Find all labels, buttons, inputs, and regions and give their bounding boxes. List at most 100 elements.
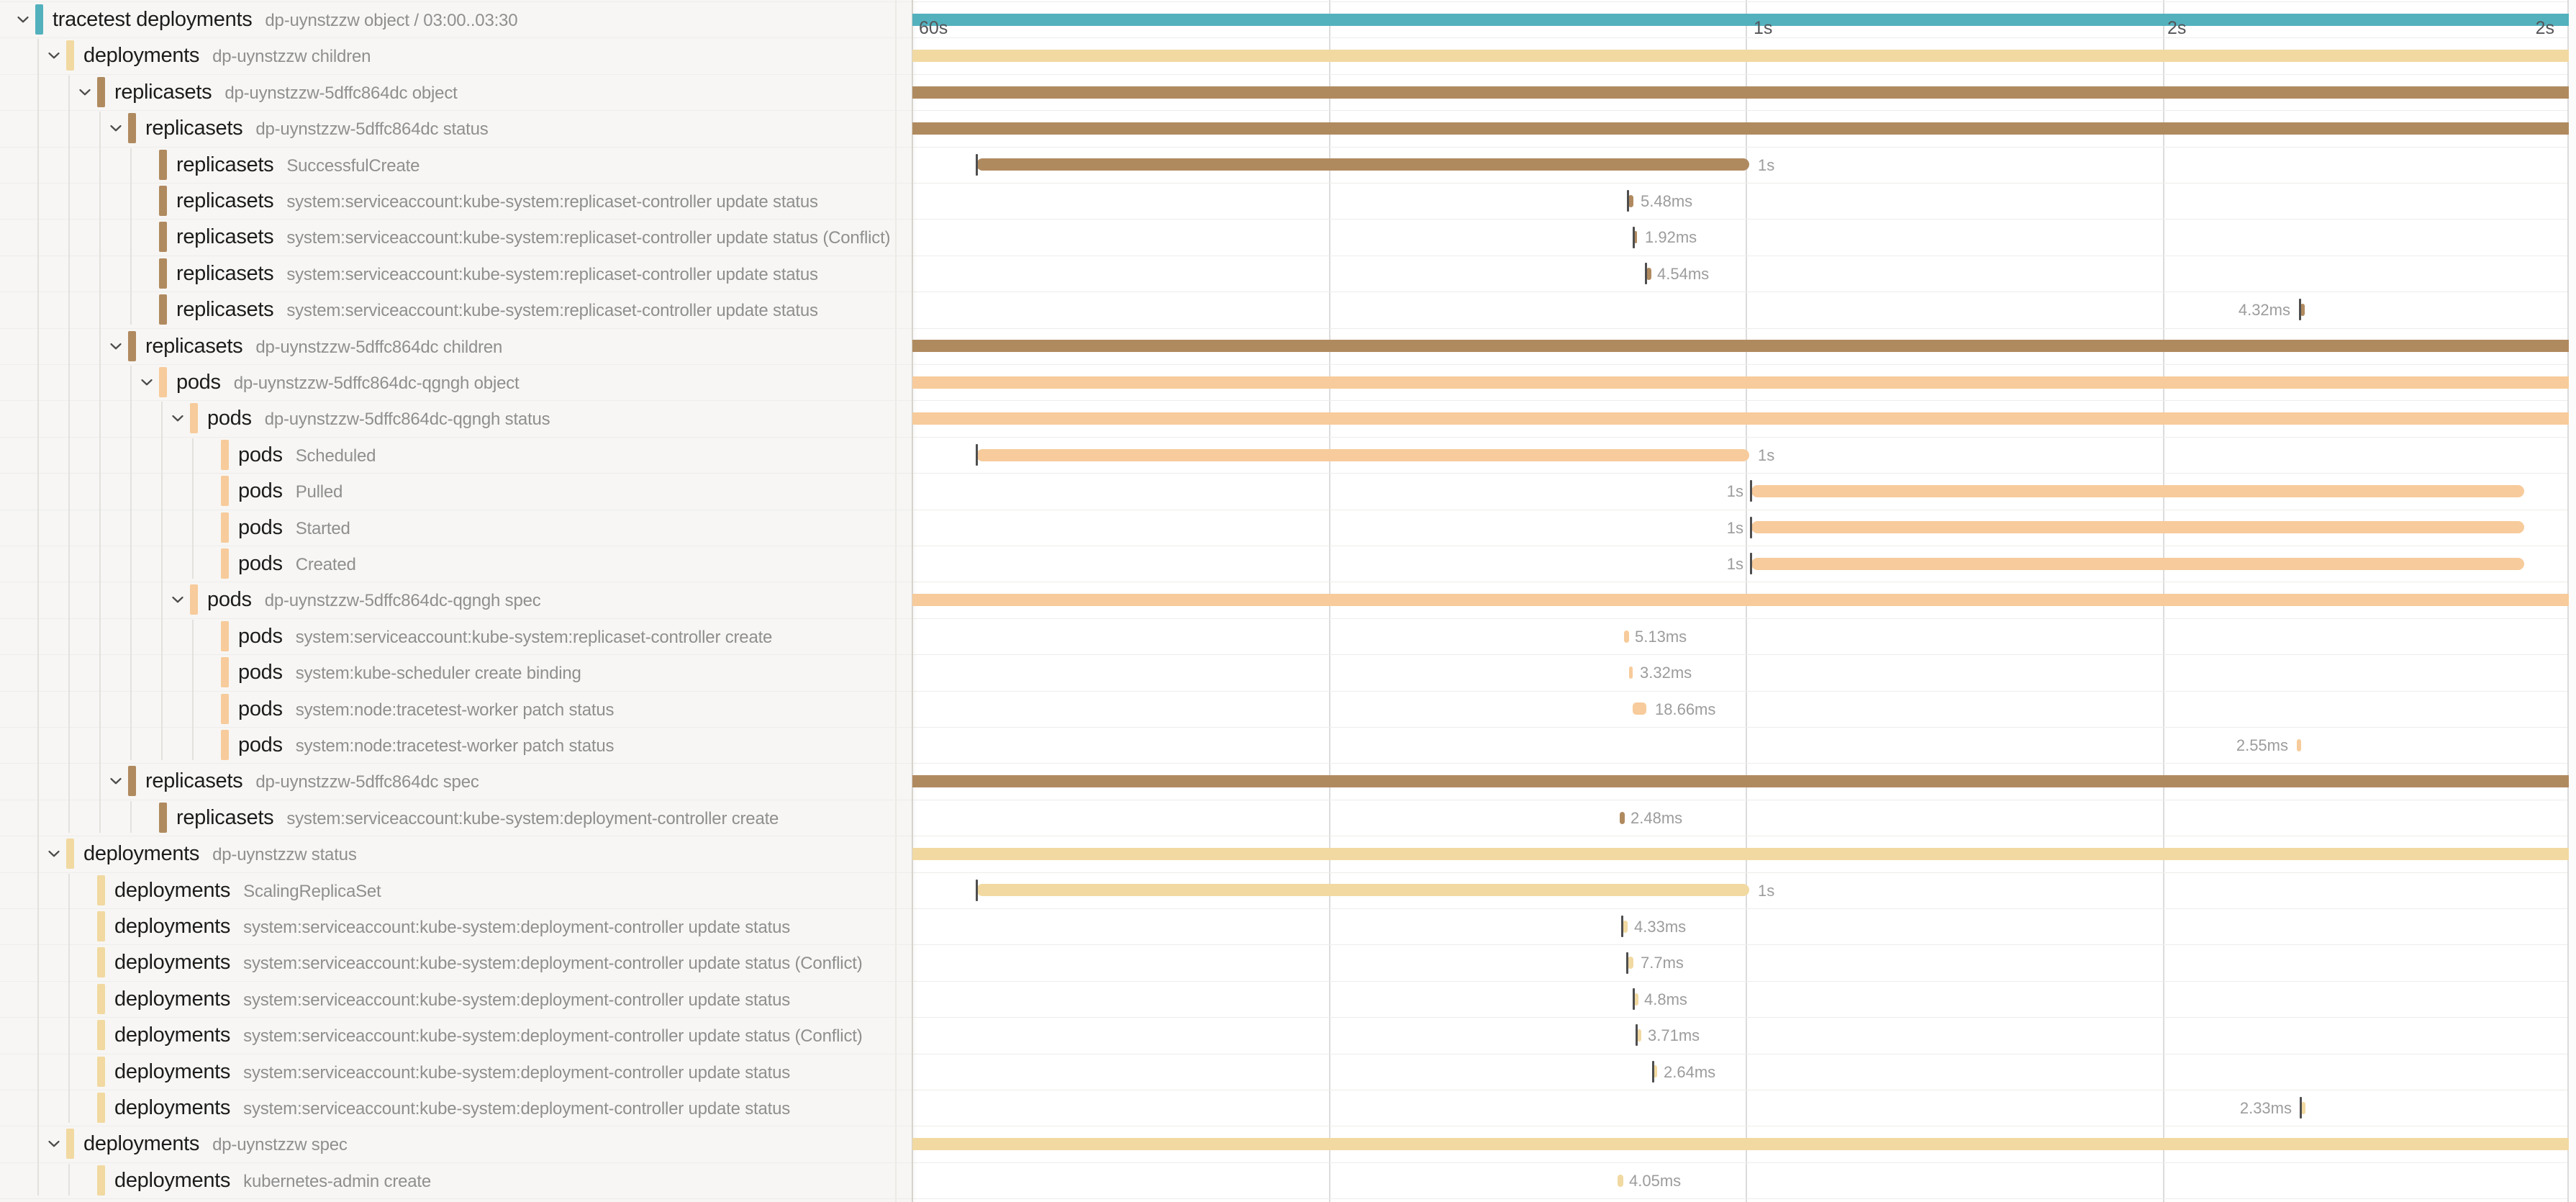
chevron-down-icon[interactable]	[106, 119, 125, 137]
span-color-chip	[221, 439, 229, 470]
span-row-label[interactable]: replicasets system:serviceaccount:kube-sy…	[176, 292, 818, 328]
span-bar[interactable]	[1628, 194, 1633, 207]
chevron-down-icon[interactable]	[106, 772, 125, 790]
span-color-chip	[97, 947, 105, 978]
span-row-label[interactable]: deployments system:serviceaccount:kube-sy…	[114, 908, 790, 945]
span-start-tick	[1633, 226, 1635, 248]
span-bar[interactable]	[912, 340, 2569, 353]
span-row-label[interactable]: deployments system:serviceaccount:kube-sy…	[114, 1017, 863, 1054]
span-bar[interactable]	[1623, 920, 1628, 933]
span-row-label[interactable]: replicasets dp-uynstzzw-5dffc864dc object	[114, 74, 458, 111]
span-duration-label: 1s	[1726, 518, 1743, 537]
span-bar[interactable]	[1654, 1065, 1657, 1078]
span-bar[interactable]	[976, 448, 1749, 461]
chevron-down-icon[interactable]	[137, 373, 156, 392]
chevron-down-icon[interactable]	[168, 590, 187, 609]
span-row-label[interactable]: replicasets dp-uynstzzw-5dffc864dc spec	[145, 763, 479, 800]
span-row-label[interactable]: pods system:kube-scheduler create binding	[238, 654, 581, 691]
span-row-label[interactable]: pods dp-uynstzzw-5dffc864dc-qgngh spec	[207, 582, 541, 618]
span-row-label[interactable]: tracetest deployments dp-uynstzzw object …	[53, 1, 518, 38]
span-subtitle: system:node:tracetest-worker patch statu…	[295, 700, 614, 720]
span-bar[interactable]	[912, 594, 2569, 607]
span-bar[interactable]	[912, 50, 2569, 63]
span-row-label[interactable]: deployments kubernetes-admin create	[114, 1162, 431, 1199]
span-bar[interactable]	[1751, 484, 2524, 497]
span-row-label[interactable]: pods system:serviceaccount:kube-system:re…	[238, 618, 772, 655]
span-bar[interactable]	[2300, 303, 2305, 316]
span-color-chip	[159, 222, 167, 253]
span-row-label[interactable]: deployments system:serviceaccount:kube-sy…	[114, 1090, 790, 1126]
span-name: pods	[207, 407, 252, 430]
span-bar[interactable]	[912, 122, 2569, 135]
span-name: deployments	[114, 1059, 231, 1083]
span-row-label[interactable]: deployments system:serviceaccount:kube-sy…	[114, 1054, 790, 1090]
span-bar[interactable]	[912, 775, 2569, 788]
span-bar[interactable]	[1646, 267, 1651, 280]
span-row-label[interactable]: pods Started	[238, 510, 350, 546]
span-bar[interactable]	[976, 158, 1749, 171]
span-subtitle: system:serviceaccount:kube-system:deploy…	[286, 808, 779, 828]
span-subtitle: Created	[295, 555, 356, 574]
span-color-chip	[35, 4, 43, 35]
span-bar[interactable]	[2297, 738, 2301, 751]
chevron-down-icon[interactable]	[76, 83, 94, 101]
span-bar[interactable]	[976, 884, 1749, 897]
span-bar[interactable]	[1628, 957, 1633, 970]
span-bar[interactable]	[912, 13, 2569, 26]
span-row-label[interactable]: replicasets SuccessfulCreate	[176, 147, 419, 184]
span-row-label[interactable]: deployments system:serviceaccount:kube-sy…	[114, 944, 863, 981]
span-row-label[interactable]: pods Pulled	[238, 473, 343, 510]
span-row-label[interactable]: replicasets dp-uynstzzw-5dffc864dc status	[145, 110, 489, 147]
span-color-chip	[128, 113, 136, 144]
span-bar[interactable]	[912, 412, 2569, 425]
row-separator	[0, 1, 2576, 2]
chevron-down-icon[interactable]	[45, 1134, 63, 1153]
span-bar[interactable]	[912, 847, 2569, 860]
span-duration-label: 4.32ms	[2238, 301, 2290, 320]
span-row-label[interactable]: deployments dp-uynstzzw status	[83, 836, 357, 872]
chevron-down-icon[interactable]	[168, 409, 187, 428]
span-row-label[interactable]: deployments ScalingReplicaSet	[114, 872, 381, 909]
span-bar[interactable]	[1633, 702, 1646, 715]
span-row-label[interactable]: pods Scheduled	[238, 437, 376, 474]
span-subtitle: system:serviceaccount:kube-system:deploy…	[243, 954, 863, 974]
span-row-label[interactable]: replicasets system:serviceaccount:kube-sy…	[176, 219, 891, 256]
chevron-down-icon[interactable]	[45, 844, 63, 863]
span-row-label[interactable]: replicasets system:serviceaccount:kube-sy…	[176, 256, 818, 292]
span-bar[interactable]	[1629, 666, 1633, 679]
span-bar[interactable]	[1620, 811, 1625, 824]
span-row-label[interactable]: pods system:node:tracetest-worker patch s…	[238, 691, 614, 728]
span-row-label[interactable]: pods Created	[238, 546, 356, 582]
span-color-chip	[159, 186, 167, 216]
span-row-label[interactable]: pods system:node:tracetest-worker patch s…	[238, 727, 614, 764]
span-row-label[interactable]: deployments dp-uynstzzw children	[83, 37, 371, 74]
span-color-chip	[159, 802, 167, 833]
span-row-label[interactable]: deployments system:serviceaccount:kube-sy…	[114, 981, 790, 1018]
span-row-label[interactable]: replicasets dp-uynstzzw-5dffc864dc childr…	[145, 328, 502, 365]
span-bar[interactable]	[2301, 1101, 2305, 1114]
span-bar[interactable]	[1751, 557, 2524, 570]
span-name: pods	[238, 697, 283, 720]
span-row-label[interactable]: pods dp-uynstzzw-5dffc864dc-qgngh object	[176, 364, 520, 401]
span-bar[interactable]	[1634, 231, 1637, 244]
span-row-label[interactable]: deployments dp-uynstzzw spec	[83, 1126, 348, 1162]
span-bar[interactable]	[1637, 1029, 1641, 1041]
span-bar[interactable]	[1618, 1174, 1623, 1187]
span-duration-label: 7.7ms	[1641, 954, 1684, 972]
span-bar[interactable]	[912, 86, 2569, 99]
row-separator	[0, 327, 2576, 329]
row-separator	[0, 654, 2576, 656]
span-bar[interactable]	[1634, 993, 1638, 1006]
span-bar[interactable]	[1751, 521, 2524, 534]
span-row-label[interactable]: pods dp-uynstzzw-5dffc864dc-qgngh status	[207, 400, 550, 437]
span-row-label[interactable]: replicasets system:serviceaccount:kube-sy…	[176, 800, 779, 836]
span-bar[interactable]	[912, 376, 2569, 389]
span-bar[interactable]	[912, 1138, 2569, 1151]
chevron-down-icon[interactable]	[45, 46, 63, 65]
span-bar[interactable]	[1624, 630, 1629, 643]
chevron-down-icon[interactable]	[106, 337, 125, 356]
tree-panel-scrollbar[interactable]	[895, 0, 897, 1202]
span-row-label[interactable]: replicasets system:serviceaccount:kube-sy…	[176, 183, 818, 220]
row-separator	[0, 727, 2576, 728]
chevron-down-icon[interactable]	[14, 10, 32, 29]
